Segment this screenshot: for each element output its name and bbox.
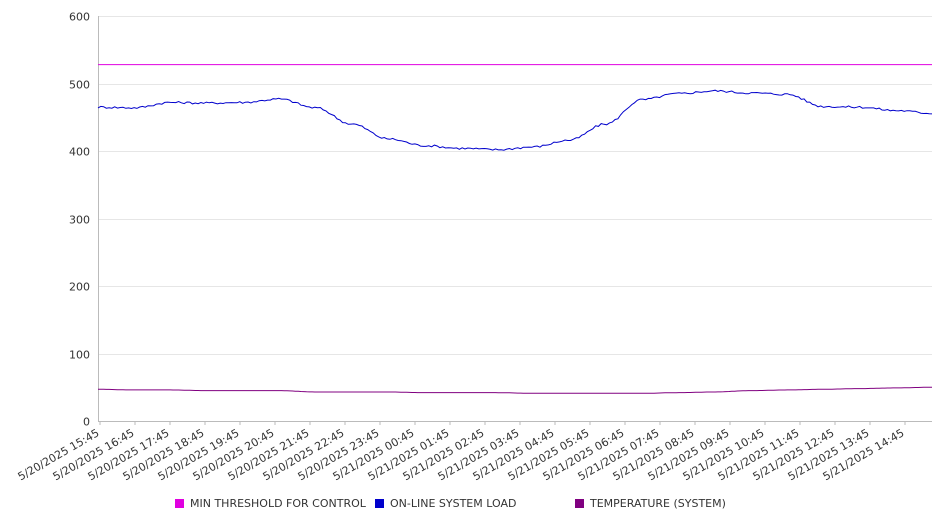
y-tick-label: 300 xyxy=(69,214,90,227)
legend-label: ON-LINE SYSTEM LOAD xyxy=(390,497,517,510)
y-tick-label: 0 xyxy=(83,416,90,429)
y-tick-label: 400 xyxy=(69,146,90,159)
axes xyxy=(98,16,932,425)
legend-label: TEMPERATURE (SYSTEM) xyxy=(590,497,726,510)
legend-item[interactable]: ON-LINE SYSTEM LOAD xyxy=(375,497,516,510)
y-tick-labels: 0 100 200 300 400 500 600 xyxy=(69,11,90,429)
legend-item[interactable]: TEMPERATURE (SYSTEM) xyxy=(575,497,726,510)
series-line xyxy=(98,386,932,394)
gridlines xyxy=(98,16,932,355)
y-tick-label: 100 xyxy=(69,349,90,362)
y-tick-label: 200 xyxy=(69,281,90,294)
chart-legend: MIN THRESHOLD FOR CONTROL ON-LINE SYSTEM … xyxy=(0,497,946,513)
legend-item[interactable]: MIN THRESHOLD FOR CONTROL xyxy=(175,497,366,510)
y-tick-label: 500 xyxy=(69,79,90,92)
legend-label: MIN THRESHOLD FOR CONTROL xyxy=(190,497,366,510)
legend-swatch xyxy=(175,499,184,508)
y-tick-label: 600 xyxy=(69,11,90,24)
legend-swatch xyxy=(375,499,384,508)
x-tick-labels: 5/20/2025 15:455/20/2025 16:455/20/2025 … xyxy=(16,426,907,483)
legend-swatch xyxy=(575,499,584,508)
series-lines xyxy=(97,64,933,394)
series-line xyxy=(97,89,933,151)
